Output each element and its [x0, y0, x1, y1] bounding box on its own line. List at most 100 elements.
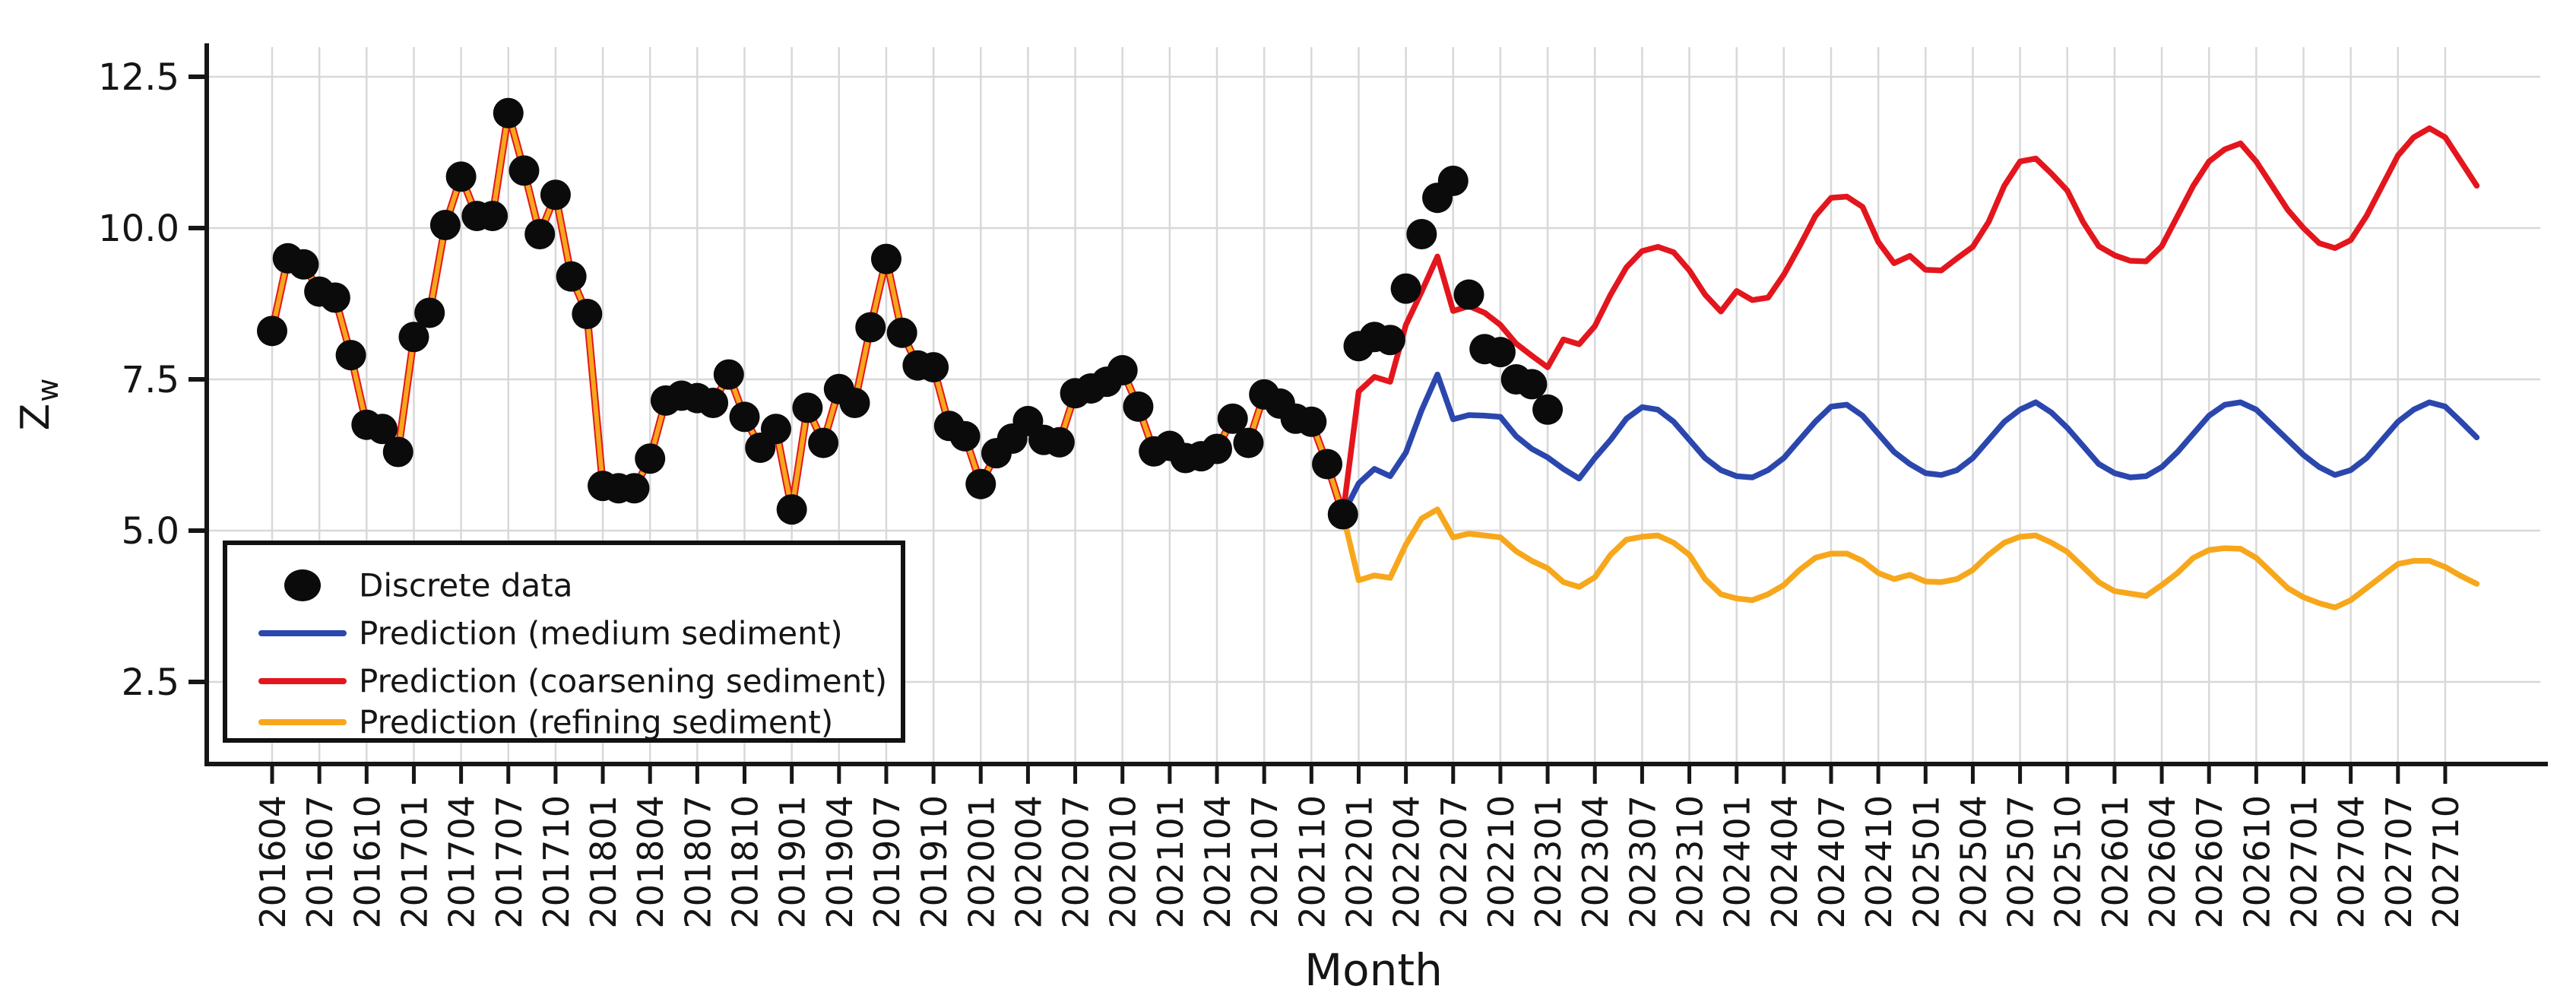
x-tick-label: 201607 [299, 795, 341, 929]
x-tick-label: 201801 [583, 795, 624, 929]
x-tick-label: 202210 [1481, 795, 1522, 929]
x-tick-label: 202101 [1150, 795, 1191, 929]
x-tick-label: 202507 [2001, 795, 2042, 929]
y-tick-label: 5.0 [122, 510, 179, 553]
x-tick-label: 202510 [2048, 795, 2089, 929]
x-tick-label: 201701 [394, 795, 435, 929]
x-tick-label: 201704 [442, 795, 483, 929]
data-point [949, 420, 981, 452]
data-point [886, 317, 917, 348]
x-tick-label: 201907 [867, 795, 908, 929]
validation-data-point [1406, 218, 1437, 249]
data-point [382, 436, 413, 468]
x-tick-label: 202301 [1528, 795, 1569, 929]
data-point [1312, 449, 1343, 480]
x-tick-label: 202501 [1906, 795, 1947, 929]
x-tick-label: 202710 [2425, 795, 2467, 929]
y-tick-label: 7.5 [122, 359, 179, 401]
x-tick-label: 201804 [630, 795, 671, 929]
data-point [619, 473, 650, 504]
data-point [760, 414, 791, 445]
y-tick-label: 2.5 [122, 661, 179, 704]
x-tick-label: 202004 [1008, 795, 1049, 929]
legend-label: Discrete data [359, 567, 572, 604]
legend-box [223, 541, 905, 743]
prediction-line-prediction-medium-sediment- [1340, 371, 2480, 518]
x-tick-label: 202307 [1622, 795, 1663, 929]
x-tick-label: 202107 [1244, 795, 1285, 929]
data-point [556, 261, 587, 292]
data-point [839, 388, 870, 419]
data-point [572, 299, 603, 330]
x-tick-label: 202007 [1056, 795, 1097, 929]
x-tick-label: 202104 [1197, 795, 1238, 929]
x-tick-label: 202304 [1575, 795, 1616, 929]
x-tick-label: 202401 [1717, 795, 1758, 929]
data-point [445, 161, 477, 192]
x-tick-label: 202110 [1291, 795, 1332, 929]
validation-data-point [1453, 279, 1484, 310]
data-point [965, 468, 996, 499]
prediction-line-prediction-refining-sediment- [1340, 506, 2480, 610]
x-tick-label: 201710 [536, 795, 577, 929]
data-point [918, 352, 949, 383]
x-tick-label: 202701 [2283, 795, 2324, 929]
data-point [257, 315, 287, 347]
data-point [808, 427, 839, 458]
legend-label: Prediction (coarsening sediment) [359, 663, 887, 700]
x-tick-label: 202407 [1811, 795, 1852, 929]
data-point [1296, 406, 1327, 437]
data-point [288, 249, 319, 280]
x-axis-title: Month [1304, 944, 1443, 996]
validation-data-point [1390, 273, 1421, 304]
x-tick-label: 201904 [819, 795, 860, 929]
x-tick-label: 201610 [347, 795, 388, 929]
x-tick-label: 202601 [2095, 795, 2136, 929]
x-tick-label: 202704 [2331, 795, 2372, 929]
data-point [367, 414, 398, 445]
data-point [414, 297, 445, 328]
data-point [855, 312, 886, 343]
x-tick-label: 202310 [1670, 795, 1711, 929]
data-point [776, 494, 807, 525]
data-point [870, 243, 901, 274]
x-tick-label: 202504 [1953, 795, 1994, 929]
x-tick-label: 202201 [1339, 795, 1380, 929]
data-point [509, 155, 540, 186]
legend-dot-swatch [284, 569, 321, 601]
y-tick-label: 10.0 [98, 208, 179, 250]
legend-label: Prediction (refining sediment) [359, 704, 833, 741]
validation-data-point [1437, 165, 1469, 196]
data-point [540, 179, 571, 211]
x-tick-label: 202607 [2189, 795, 2230, 929]
data-point [635, 443, 666, 474]
x-tick-label: 202410 [1858, 795, 1900, 929]
x-tick-label: 202404 [1764, 795, 1805, 929]
x-tick-label: 202001 [961, 795, 1002, 929]
data-point [524, 218, 556, 249]
data-point [1202, 433, 1233, 464]
data-point [1107, 355, 1138, 386]
data-point [1123, 391, 1154, 422]
data-point [335, 340, 366, 371]
data-point [698, 388, 729, 419]
validation-data-point [1484, 337, 1516, 368]
x-tick-label: 201707 [489, 795, 530, 929]
data-point [493, 97, 524, 128]
validation-data-point [1532, 394, 1564, 425]
data-point [1327, 499, 1358, 530]
x-tick-label: 201910 [914, 795, 955, 929]
x-tick-label: 202604 [2142, 795, 2183, 929]
validation-data-point [1374, 325, 1405, 356]
x-tick-label: 202207 [1434, 795, 1475, 929]
data-point [1044, 426, 1075, 458]
data-point [429, 210, 461, 241]
x-tick-label: 202010 [1103, 795, 1144, 929]
data-point [1217, 403, 1248, 434]
x-tick-label: 201810 [725, 795, 766, 929]
data-point [1233, 427, 1264, 458]
validation-data-point [1516, 369, 1548, 400]
